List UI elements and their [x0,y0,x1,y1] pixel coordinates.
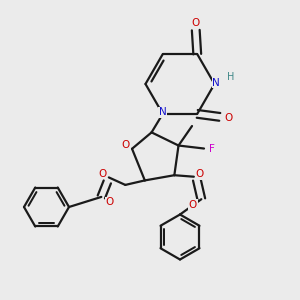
Text: O: O [106,197,114,207]
Text: O: O [121,140,130,150]
Text: O: O [225,113,233,123]
Text: O: O [99,169,107,179]
Text: N: N [212,77,220,88]
Text: H: H [227,72,235,82]
Text: O: O [189,200,197,210]
Text: O: O [192,18,200,28]
Text: F: F [208,143,214,154]
Text: O: O [196,169,204,179]
Text: N: N [159,107,166,117]
